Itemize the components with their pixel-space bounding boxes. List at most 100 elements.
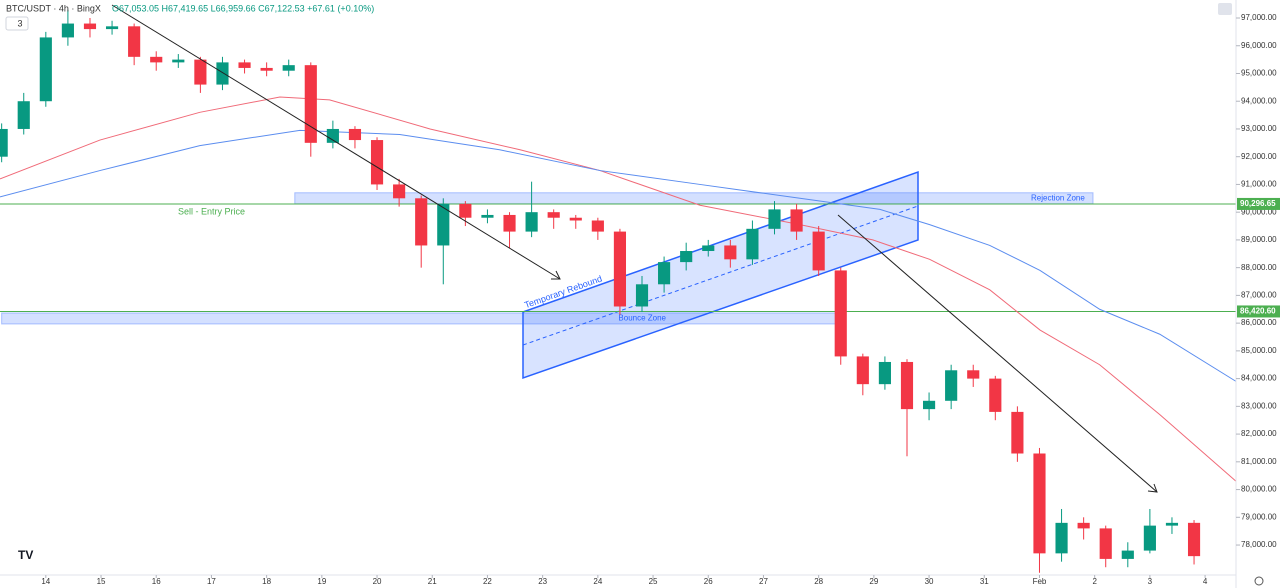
- x-tick-label: 28: [814, 577, 823, 586]
- level-tag: [1237, 305, 1280, 318]
- y-tick-label: 79,000.00: [1241, 512, 1277, 521]
- candle-body: [216, 62, 229, 85]
- arrow-head: [551, 270, 561, 280]
- rebound-channel: [522, 170, 919, 380]
- trend-arrow: [111, 4, 561, 280]
- zone-label: Bounce Zone: [618, 314, 666, 323]
- arrow-head: [1147, 483, 1158, 493]
- y-tick-label: 95,000.00: [1241, 69, 1277, 78]
- candle-body: [150, 56, 163, 63]
- y-tick-label: 86,000.00: [1241, 318, 1277, 327]
- symbol: BTC/USDT · 4h · BingX: [6, 3, 101, 13]
- candle-body: [989, 378, 1002, 412]
- candle-body: [1055, 522, 1068, 554]
- candle-body: [702, 245, 715, 252]
- candle-body: [0, 128, 8, 157]
- candle-body: [128, 26, 141, 57]
- y-tick-label: 85,000.00: [1241, 346, 1277, 355]
- x-tick-label: 30: [925, 577, 934, 586]
- x-tick-label: 23: [538, 577, 547, 586]
- candle-body: [1187, 522, 1201, 557]
- y-tick-label: 96,000.00: [1241, 41, 1277, 50]
- y-tick-label: 90,000.00: [1241, 207, 1277, 216]
- y-tick-label: 88,000.00: [1241, 263, 1277, 272]
- x-tick-label: 21: [428, 577, 437, 586]
- candle-body: [1011, 411, 1024, 454]
- candle-body: [260, 67, 273, 71]
- candle-body: [326, 128, 339, 143]
- candle-body: [194, 59, 207, 85]
- candle-body: [370, 140, 384, 185]
- candle-body: [547, 212, 560, 218]
- candle-body: [348, 128, 362, 141]
- logo: TV: [18, 548, 33, 562]
- x-tick-label: 14: [41, 577, 50, 586]
- x-tick-label: 24: [593, 577, 602, 586]
- candle-body: [238, 62, 251, 68]
- candle-body: [658, 262, 671, 285]
- indicator-count[interactable]: 3: [17, 18, 22, 28]
- y-tick-label: 81,000.00: [1241, 457, 1277, 466]
- moving-average: [0, 129, 1237, 382]
- candle-body: [172, 59, 185, 63]
- candle-body: [878, 361, 891, 385]
- x-tick-label: 18: [262, 577, 271, 586]
- settings-button[interactable]: [1254, 576, 1264, 586]
- axes: 97,000.00 96,000.00 95,000.00 94,000.00 93,0…: [41, 13, 1280, 586]
- y-tick-label: 94,000.00: [1241, 96, 1277, 105]
- candle-body: [724, 245, 737, 260]
- x-tick-label: 20: [373, 577, 382, 586]
- candle-body: [1077, 522, 1090, 529]
- moving-average: [0, 96, 1237, 482]
- x-tick-label: 17: [207, 577, 216, 586]
- candle-body: [812, 231, 825, 271]
- candle-body: [900, 361, 914, 410]
- candle-body: [17, 101, 30, 129]
- candle-body: [304, 65, 317, 143]
- candle-body: [856, 356, 869, 385]
- x-tick-label: 19: [317, 577, 326, 586]
- candle-body: [39, 37, 52, 102]
- x-tick-label: 2: [1092, 577, 1097, 586]
- y-tick-label: 93,000.00: [1241, 124, 1277, 133]
- entry-label: Sell - Entry Price: [178, 206, 245, 216]
- candle-body: [481, 214, 494, 218]
- y-tick-label: 80,000.00: [1241, 485, 1277, 494]
- zone: [1, 312, 846, 325]
- y-tick-label: 92,000.00: [1241, 152, 1277, 161]
- zone-label: Rejection Zone: [1031, 193, 1085, 202]
- indicator-toggle[interactable]: [5, 16, 29, 31]
- candle-body: [680, 251, 693, 263]
- x-tick-label: 15: [97, 577, 106, 586]
- candle-body: [503, 214, 516, 232]
- candle-body: [1099, 528, 1112, 559]
- x-tick-label: 22: [483, 577, 492, 586]
- candle-body: [1121, 550, 1134, 559]
- y-tick-label: 84,000.00: [1241, 374, 1277, 383]
- level-tag-label: 90,296.65: [1240, 199, 1276, 208]
- trend-arrow: [837, 214, 1158, 493]
- candle-body: [834, 270, 847, 357]
- x-tick-label: 31: [980, 577, 989, 586]
- x-tick-label: 4: [1203, 577, 1208, 586]
- y-tick-label: 97,000.00: [1241, 13, 1277, 22]
- level-tag-label: 86,420.60: [1240, 307, 1276, 316]
- candle-body: [967, 370, 980, 379]
- lines: [0, 96, 1237, 482]
- x-tick-label: 25: [649, 577, 658, 586]
- candle-body: [613, 231, 627, 307]
- x-tick-label: Feb: [1033, 577, 1047, 586]
- candle-body: [1165, 522, 1179, 526]
- x-tick-label: 29: [869, 577, 878, 586]
- snapshot-button[interactable]: [1218, 3, 1232, 15]
- candle-body: [459, 203, 472, 218]
- candle-body: [591, 220, 604, 232]
- y-tick-label: 91,000.00: [1241, 180, 1277, 189]
- candle-body: [282, 65, 295, 71]
- x-tick-label: 3: [1148, 577, 1153, 586]
- zone: [294, 192, 1094, 205]
- y-tick-label: 82,000.00: [1241, 429, 1277, 438]
- level-tag: [1237, 197, 1280, 210]
